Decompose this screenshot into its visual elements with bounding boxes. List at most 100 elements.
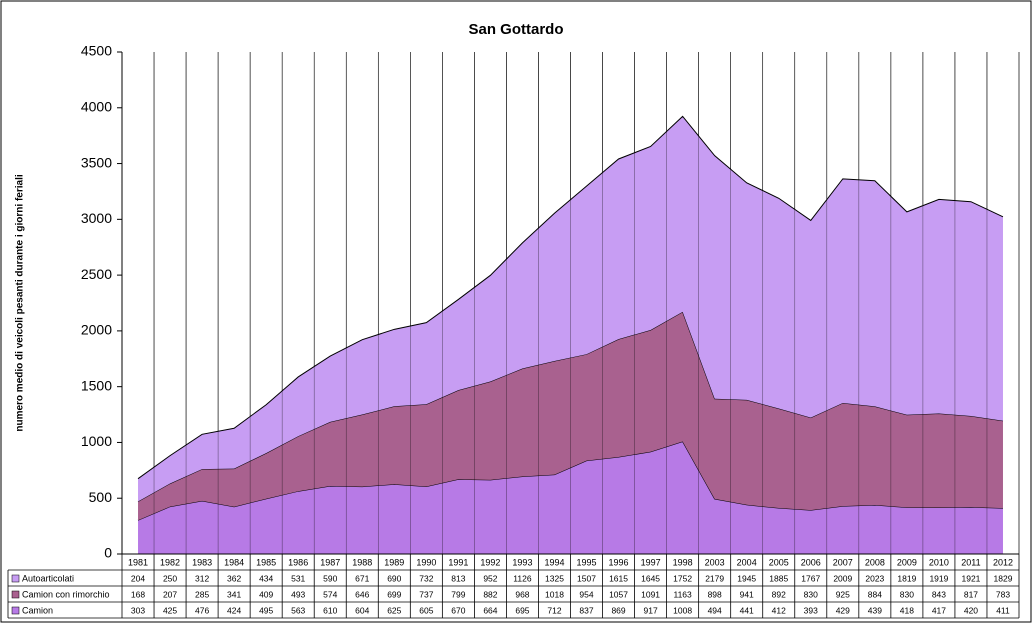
x-tick-label: 1996 bbox=[609, 557, 629, 567]
table-value: 412 bbox=[772, 605, 786, 615]
x-tick-label: 2005 bbox=[769, 557, 789, 567]
table-value: 409 bbox=[259, 589, 273, 599]
table-value: 574 bbox=[323, 589, 337, 599]
table-value: 439 bbox=[868, 605, 882, 615]
table-value: 737 bbox=[419, 589, 433, 599]
table-value: 2179 bbox=[705, 573, 724, 583]
table-value: 941 bbox=[740, 589, 754, 599]
x-tick-label: 2006 bbox=[801, 557, 821, 567]
table-value: 1885 bbox=[769, 573, 788, 583]
table-value: 837 bbox=[579, 605, 593, 615]
table-value: 952 bbox=[483, 573, 497, 583]
table-value: 303 bbox=[131, 605, 145, 615]
legend-swatch bbox=[11, 574, 20, 583]
x-tick-label: 2007 bbox=[833, 557, 853, 567]
x-tick-label: 1984 bbox=[224, 557, 244, 567]
table-value: 1921 bbox=[961, 573, 980, 583]
y-tick-label: 2500 bbox=[81, 266, 112, 282]
table-value: 664 bbox=[483, 605, 497, 615]
table-value: 1645 bbox=[641, 573, 660, 583]
x-tick-label: 2009 bbox=[897, 557, 917, 567]
x-tick-label: 2008 bbox=[865, 557, 885, 567]
table-value: 625 bbox=[387, 605, 401, 615]
table-value: 418 bbox=[900, 605, 914, 615]
x-tick-label: 2011 bbox=[961, 557, 980, 567]
table-value: 2009 bbox=[833, 573, 852, 583]
x-tick-label: 1989 bbox=[384, 557, 404, 567]
x-tick-label: 1982 bbox=[160, 557, 180, 567]
table-value: 425 bbox=[163, 605, 177, 615]
legend-label: Autoarticolati bbox=[22, 573, 74, 583]
table-value: 429 bbox=[836, 605, 850, 615]
table-value: 783 bbox=[996, 589, 1010, 599]
legend-label: Camion con rimorchio bbox=[22, 589, 110, 599]
table-value: 531 bbox=[291, 573, 305, 583]
table-value: 1018 bbox=[545, 589, 564, 599]
table-value: 441 bbox=[740, 605, 754, 615]
table-value: 1008 bbox=[673, 605, 692, 615]
y-tick-label: 4000 bbox=[81, 98, 112, 114]
x-tick-label: 2012 bbox=[993, 557, 1013, 567]
table-value: 424 bbox=[227, 605, 241, 615]
table-value: 646 bbox=[355, 589, 369, 599]
table-value: 476 bbox=[195, 605, 209, 615]
table-value: 799 bbox=[451, 589, 465, 599]
table-value: 204 bbox=[131, 573, 145, 583]
x-tick-label: 1992 bbox=[480, 557, 500, 567]
x-tick-label: 2003 bbox=[705, 557, 725, 567]
table-value: 1126 bbox=[513, 573, 532, 583]
table-value: 869 bbox=[611, 605, 625, 615]
table-value: 699 bbox=[387, 589, 401, 599]
y-tick-label: 1000 bbox=[81, 433, 112, 449]
table-value: 670 bbox=[451, 605, 465, 615]
table-value: 830 bbox=[900, 589, 914, 599]
table-value: 830 bbox=[804, 589, 818, 599]
x-tick-label: 1998 bbox=[673, 557, 693, 567]
legend-label: Camion bbox=[22, 605, 53, 615]
table-value: 882 bbox=[483, 589, 497, 599]
table-value: 884 bbox=[868, 589, 882, 599]
table-value: 712 bbox=[547, 605, 561, 615]
table-value: 1325 bbox=[545, 573, 564, 583]
table-value: 898 bbox=[708, 589, 722, 599]
table-value: 917 bbox=[643, 605, 657, 615]
table-value: 1163 bbox=[673, 589, 692, 599]
table-value: 207 bbox=[163, 589, 177, 599]
table-value: 605 bbox=[419, 605, 433, 615]
table-value: 411 bbox=[996, 605, 1010, 615]
y-tick-label: 500 bbox=[89, 489, 113, 505]
table-value: 1919 bbox=[929, 573, 948, 583]
y-tick-label: 3000 bbox=[81, 210, 112, 226]
table-value: 1091 bbox=[641, 589, 660, 599]
x-tick-label: 1994 bbox=[544, 557, 564, 567]
y-tick-label: 4500 bbox=[81, 43, 112, 59]
y-tick-label: 1500 bbox=[81, 377, 112, 393]
x-tick-label: 1985 bbox=[256, 557, 276, 567]
table-value: 817 bbox=[964, 589, 978, 599]
y-tick-label: 0 bbox=[104, 545, 112, 561]
x-tick-label: 1995 bbox=[577, 557, 597, 567]
table-value: 168 bbox=[131, 589, 145, 599]
table-value: 493 bbox=[291, 589, 305, 599]
table-value: 2023 bbox=[865, 573, 884, 583]
table-value: 604 bbox=[355, 605, 369, 615]
table-value: 892 bbox=[772, 589, 786, 599]
legend-swatch bbox=[11, 590, 20, 599]
table-value: 968 bbox=[515, 589, 529, 599]
x-tick-label: 1997 bbox=[641, 557, 661, 567]
table-value: 690 bbox=[387, 573, 401, 583]
table-value: 813 bbox=[451, 573, 465, 583]
table-value: 341 bbox=[227, 589, 241, 599]
x-tick-label: 2004 bbox=[737, 557, 757, 567]
x-tick-label: 2010 bbox=[929, 557, 949, 567]
x-tick-label: 1988 bbox=[352, 557, 372, 567]
table-value: 563 bbox=[291, 605, 305, 615]
x-tick-label: 1981 bbox=[128, 557, 148, 567]
table-value: 250 bbox=[163, 573, 177, 583]
table-value: 1752 bbox=[673, 573, 692, 583]
table-value: 610 bbox=[323, 605, 337, 615]
table-value: 495 bbox=[259, 605, 273, 615]
y-axis-label: numero medio di veicoli pesanti durante … bbox=[15, 174, 26, 431]
table-value: 843 bbox=[932, 589, 946, 599]
